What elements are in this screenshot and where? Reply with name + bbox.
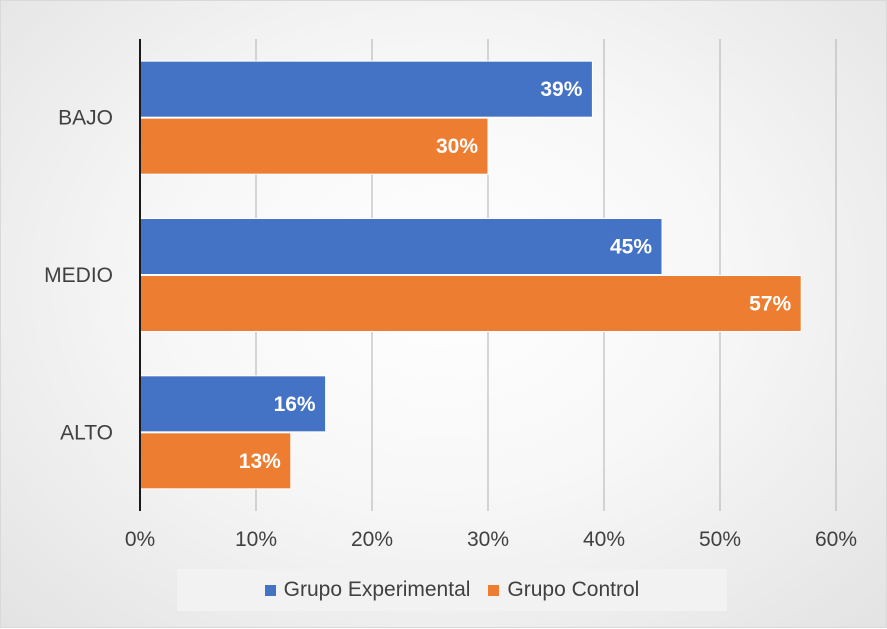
legend-label-control: Grupo Control (507, 578, 640, 601)
data-label: 30% (436, 135, 478, 158)
x-tick-label: 0% (125, 528, 155, 551)
bar (139, 432, 292, 490)
category-label: ALTO (60, 421, 113, 444)
legend-item-experimental: Grupo Experimental (264, 578, 471, 602)
bar (139, 275, 802, 332)
legend-item-control: Grupo Control (488, 578, 639, 602)
data-label: 13% (239, 450, 281, 473)
bar (139, 218, 663, 275)
legend-swatch-experimental (264, 584, 276, 596)
x-tick-label: 50% (699, 528, 741, 551)
data-label: 45% (610, 236, 652, 259)
data-label: 39% (540, 78, 582, 101)
legend-swatch-control (488, 584, 500, 596)
x-tick-label: 60% (815, 528, 857, 551)
category-label: BAJO (58, 107, 113, 130)
bar (139, 117, 489, 175)
category-label: MEDIO (44, 264, 113, 287)
x-tick-label: 20% (351, 528, 393, 551)
data-label: 16% (274, 393, 316, 416)
x-tick-label: 10% (235, 528, 277, 551)
x-tick-label: 40% (583, 528, 625, 551)
bar (139, 60, 593, 118)
data-label: 57% (749, 293, 791, 316)
legend: Grupo Experimental Grupo Control (177, 569, 727, 611)
legend-label-experimental: Grupo Experimental (283, 578, 471, 601)
x-tick-label: 30% (467, 528, 509, 551)
